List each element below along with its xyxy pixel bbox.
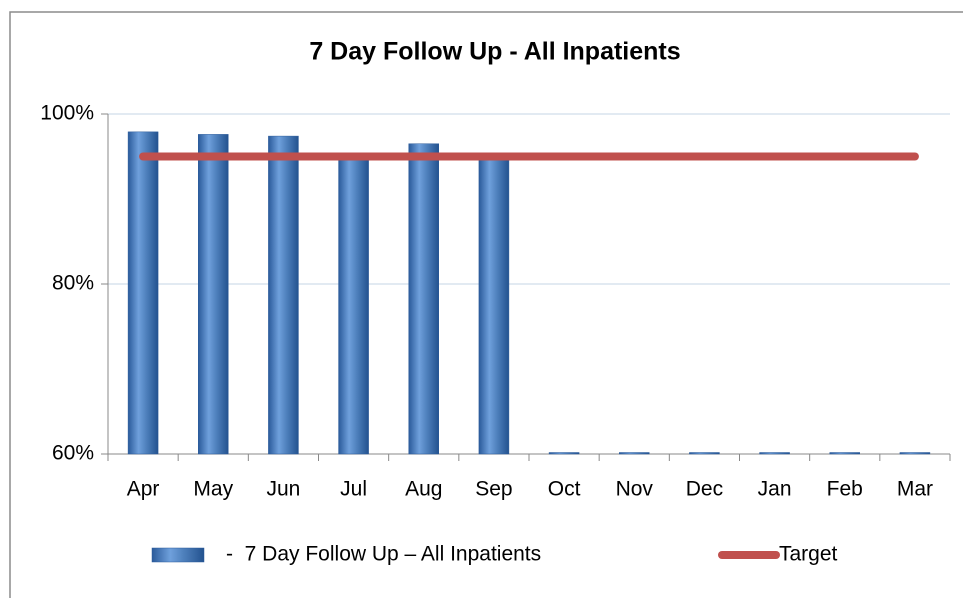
bar [548,452,580,455]
x-tick-label: Sep [475,478,512,501]
legend-label: Target [779,543,838,566]
legend-label: - 7 Day Follow Up – All Inpatients [226,543,541,566]
bar [899,452,931,455]
x-tick-label: Jan [758,478,792,501]
x-tick-label: Aug [405,478,442,501]
bar [268,135,299,455]
y-tick-label: 100% [40,102,94,125]
x-tick-label: Jun [266,478,300,501]
bar [408,143,439,455]
x-tick-label: Mar [897,478,933,501]
bar [759,452,790,455]
bar [478,157,510,455]
bar [619,452,650,455]
x-tick-label: Oct [548,478,581,501]
bar [689,452,720,455]
bar [829,452,860,455]
bar [338,157,369,455]
x-tick-label: Feb [827,478,863,501]
x-tick-label: Dec [686,478,723,501]
bar [198,134,229,455]
y-tick-label: 60% [52,442,94,465]
chart-title: 7 Day Follow Up - All Inpatients [309,38,680,66]
x-tick-label: Jul [340,478,367,501]
legend-swatch [151,547,205,563]
x-tick-label: May [193,478,233,501]
x-tick-label: Nov [616,478,654,501]
y-tick-label: 80% [52,272,94,295]
bar [127,131,159,455]
x-tick-label: Apr [127,478,160,501]
